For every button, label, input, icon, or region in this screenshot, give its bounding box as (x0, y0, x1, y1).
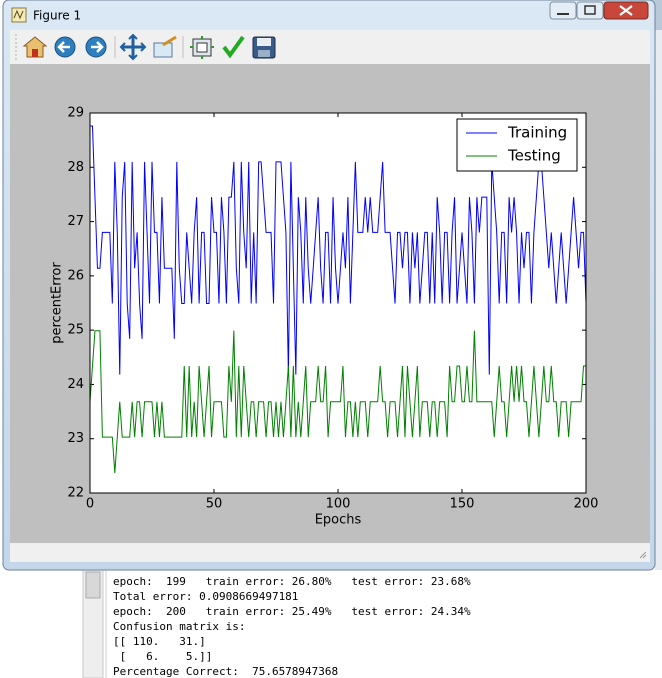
pan-glyph (122, 36, 144, 58)
console-text: epoch: 199 train error: 26.80% test erro… (113, 575, 471, 678)
series-line (90, 125, 587, 375)
maximize-button[interactable] (576, 1, 604, 20)
console-line: Total error: 0.0908669497181 (113, 590, 298, 603)
home-icon (22, 36, 48, 58)
toolbar (10, 30, 650, 64)
window-icon-glyph (13, 9, 24, 20)
x-axis-label: Epochs (315, 513, 362, 528)
console-line: epoch: 200 train error: 25.49% test erro… (113, 605, 471, 618)
x-tick-label: 0 (86, 497, 94, 512)
zoom-button[interactable] (153, 35, 177, 58)
check-button[interactable] (222, 35, 245, 59)
y-tick-label: 25 (67, 323, 84, 338)
chart: Epochs percentError 0 50 100 150 200 22 23 24 25… (50, 106, 599, 528)
console-line: [ 6. 5.]] (113, 650, 212, 663)
pan-arrows (119, 33, 147, 61)
console-line: Confusion matrix is: (113, 620, 245, 633)
console-line: [[ 110. 31.] (113, 635, 206, 648)
y-tick-label: 24 (67, 377, 84, 392)
legend-label: Testing (507, 147, 561, 165)
status-bar (10, 543, 650, 562)
plot-frame (89, 112, 587, 494)
y-tick-label: 22 (67, 486, 84, 501)
save-shutter (258, 50, 270, 57)
save-button[interactable] (252, 36, 276, 59)
subplots-inner (196, 42, 208, 53)
y-tick-label: 26 (67, 268, 84, 283)
close-glyph (619, 5, 633, 16)
subplots-arrows (190, 36, 214, 59)
x-tick-label: 200 (574, 497, 599, 512)
window-title: Figure 1 (33, 9, 81, 23)
console-line: Percentage Correct: 75.6578947368 (113, 665, 338, 678)
maximize-glyph (584, 5, 596, 15)
back-glyph (57, 41, 70, 53)
forward-glyph (91, 41, 104, 53)
y-tick-label: 27 (67, 214, 84, 229)
y-tick-label: 23 (67, 431, 84, 446)
legend-box (456, 118, 578, 172)
scroll-thumb[interactable] (85, 571, 101, 599)
home-door (32, 49, 38, 57)
background-window (655, 30, 662, 570)
x-tick-label: 50 (206, 497, 223, 512)
subplots-button[interactable] (190, 36, 214, 59)
console-line: epoch: 199 train error: 26.80% test erro… (113, 575, 471, 588)
x-tick-label: 150 (450, 497, 475, 512)
zoom-icon (153, 42, 173, 58)
legend-label: Training (507, 124, 567, 142)
y-axis-label: percentError (50, 262, 65, 344)
resize-grip (639, 551, 647, 559)
pan-button[interactable] (119, 33, 147, 61)
y-tick-label: 28 (67, 160, 84, 175)
series-line (89, 330, 586, 473)
zoom-glyph (162, 35, 177, 47)
home-button[interactable] (22, 36, 48, 58)
save-label (257, 38, 271, 46)
x-tick-label: 100 (326, 497, 351, 512)
y-tick-label: 29 (67, 106, 84, 121)
console (75, 570, 662, 678)
minimize-button[interactable] (549, 1, 577, 20)
